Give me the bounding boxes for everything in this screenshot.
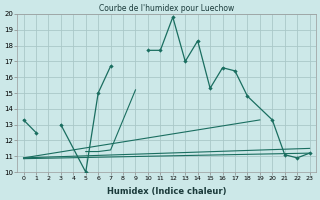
X-axis label: Humidex (Indice chaleur): Humidex (Indice chaleur) bbox=[107, 187, 226, 196]
Title: Courbe de l'humidex pour Luechow: Courbe de l'humidex pour Luechow bbox=[99, 4, 234, 13]
